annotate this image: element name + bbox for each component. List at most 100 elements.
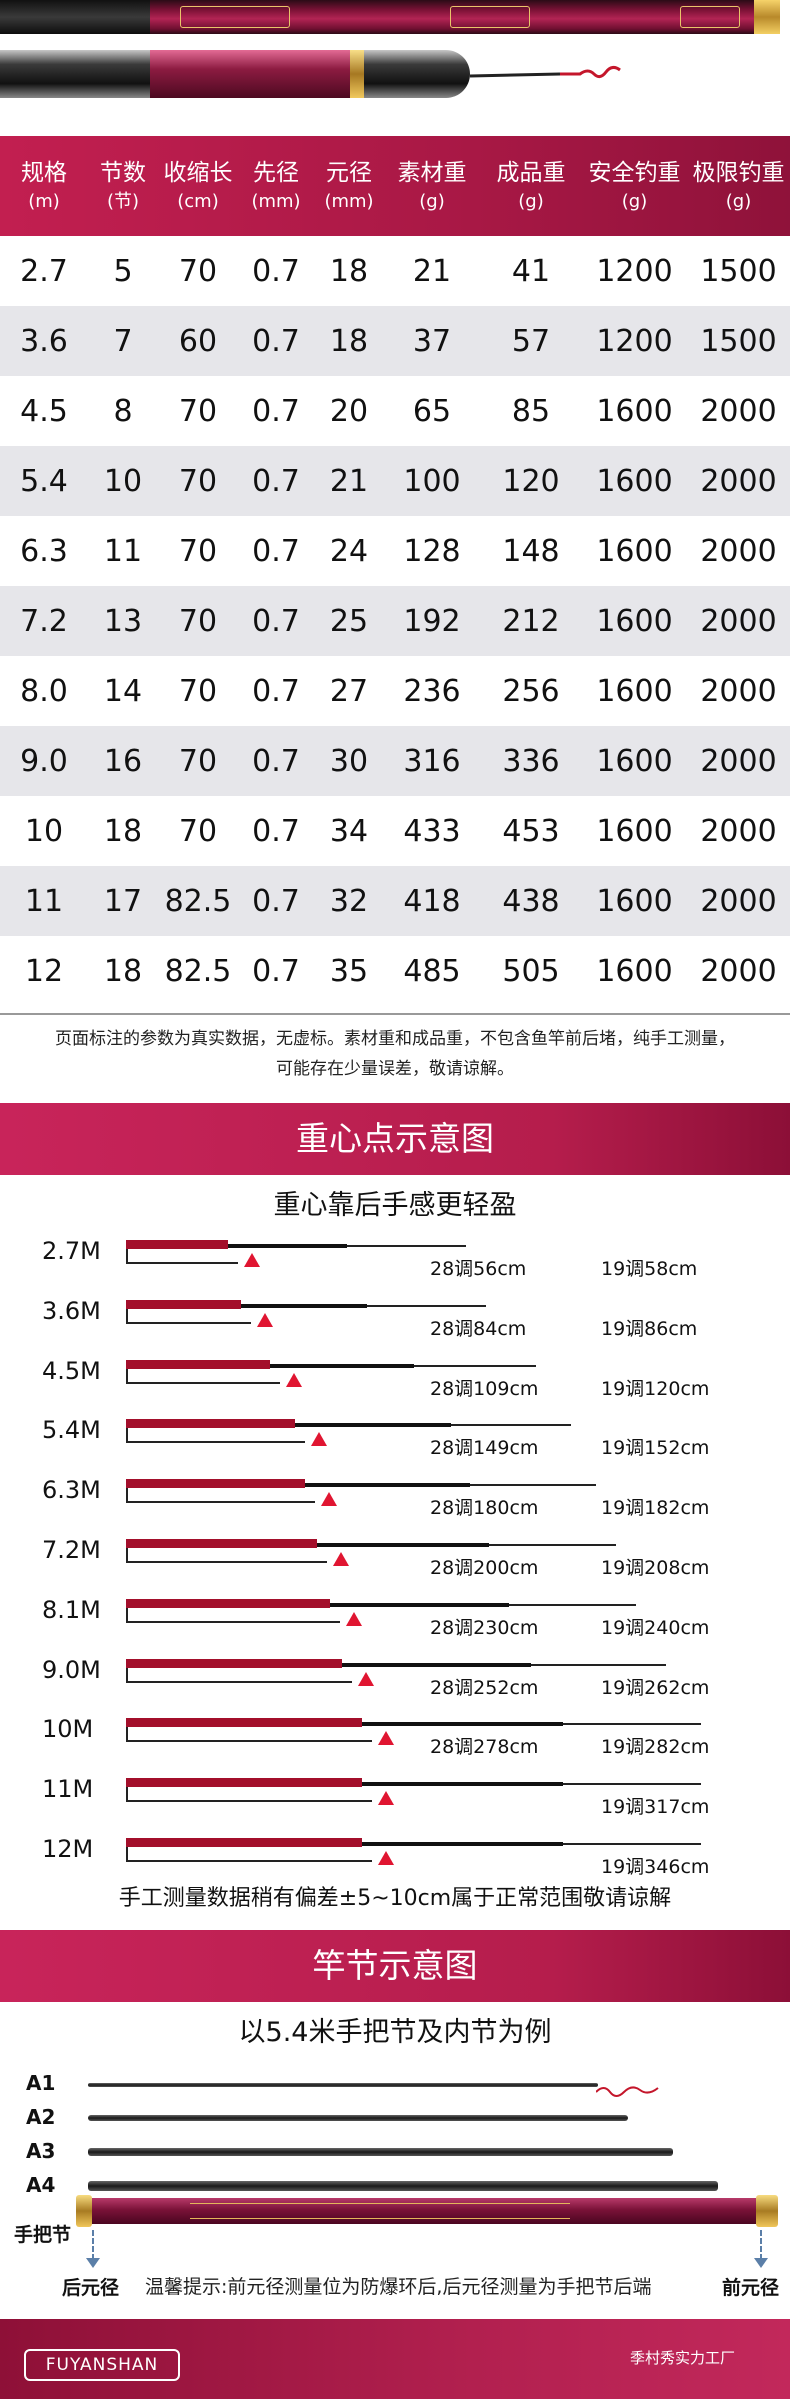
table-cell: 2000	[700, 673, 777, 709]
balance-point-marker	[286, 1373, 302, 1387]
table-row: 4.5 8 70 0.7 20 65 85 1600 2000	[0, 376, 790, 446]
table-cell: 13	[103, 603, 143, 639]
tip-text: 温馨提示:前元径测量位为防爆环后,后元径测量为手把节后端	[145, 2276, 652, 2298]
baseline-tick	[126, 1249, 128, 1264]
baseline-tick	[126, 1608, 128, 1623]
rod-tip-bar	[414, 1365, 536, 1367]
rod-mid-bar	[305, 1483, 470, 1487]
baseline	[126, 1740, 372, 1742]
baseline	[126, 1441, 305, 1443]
table-cell: 18	[103, 953, 143, 989]
section-row-a1: A1	[0, 2071, 790, 2097]
balance-28-value: 28调56cm	[430, 1258, 527, 1280]
table-cell: 27	[329, 673, 369, 709]
section-label: A4	[26, 2173, 56, 2197]
balance-row: 9.0M 28调252cm 19调262cm	[0, 1656, 790, 1706]
table-row: 9.0 16 70 0.7 30 316 336 1600 2000	[0, 726, 790, 796]
table-cell: 21	[329, 463, 369, 499]
baseline-tick	[126, 1727, 128, 1742]
rod-mid-bar	[362, 1782, 563, 1786]
table-cell: 18	[329, 253, 369, 289]
table-cell: 236	[403, 673, 461, 709]
table-row: 12 18 82.5 0.7 35 485 505 1600 2000	[0, 936, 790, 1006]
rod-tip-bar	[451, 1424, 571, 1426]
handle-ornament	[190, 2203, 570, 2219]
header-cell: 节数 (节)	[100, 160, 146, 212]
rod-butt-bar	[126, 1240, 228, 1249]
table-row: 6.3 11 70 0.7 24 128 148 1600 2000	[0, 516, 790, 586]
table-cell: 34	[329, 813, 369, 849]
rod-tip-line	[596, 2086, 659, 2097]
brand-logo: FUYANSHAN	[24, 2349, 180, 2381]
table-row: 2.7 5 70 0.7 18 21 41 1200 1500	[0, 236, 790, 306]
balance-point-marker	[378, 1851, 394, 1865]
balance-row: 5.4M 28调149cm 19调152cm	[0, 1416, 790, 1466]
baseline	[126, 1681, 352, 1683]
spec-note-line: 页面标注的参数为真实数据，无虚标。素材重和成品重，不包含鱼竿前后堵，纯手工测量，	[55, 1029, 735, 1049]
spec-table-header: 规格 (m) 节数 (节) 收缩长 (cm) 先径 (mm) 元径 (mm) 素材重 (g)…	[0, 136, 790, 236]
balance-19-value: 19调282cm	[601, 1736, 710, 1758]
rod-grip	[0, 0, 150, 34]
balance-point-marker	[311, 1432, 327, 1446]
table-cell: 18	[329, 323, 369, 359]
table-cell: 70	[178, 743, 218, 779]
table-cell: 256	[502, 673, 560, 709]
baseline-tick	[126, 1847, 128, 1862]
balance-19-value: 19调86cm	[601, 1318, 698, 1340]
balance-row: 11M 19调317cm	[0, 1775, 790, 1825]
table-cell: 3.6	[20, 323, 68, 359]
rod-mid-bar	[342, 1663, 531, 1667]
balance-length-label: 8.1M	[42, 1596, 101, 1624]
header-cell: 先径 (mm)	[251, 160, 301, 212]
rod-butt-bar	[126, 1539, 317, 1548]
rod-tip-bar	[347, 1245, 466, 1247]
table-cell: 0.7	[252, 463, 300, 499]
balance-point-marker	[378, 1791, 394, 1805]
table-cell: 7	[113, 323, 133, 359]
header-cell: 素材重 (g)	[397, 160, 467, 212]
balance-point-marker	[321, 1492, 337, 1506]
table-cell: 120	[502, 463, 560, 499]
baseline-tick	[126, 1548, 128, 1563]
rod-ornament	[680, 6, 740, 28]
table-row: 3.6 7 60 0.7 18 37 57 1200 1500	[0, 306, 790, 376]
balance-point-marker	[378, 1731, 394, 1745]
section-shaft	[88, 2181, 718, 2191]
header-cell: 规格 (m)	[21, 160, 67, 212]
table-cell: 85	[511, 393, 551, 429]
spec-note: 页面标注的参数为真实数据，无虚标。素材重和成品重，不包含鱼竿前后堵，纯手工测量，…	[0, 1024, 790, 1084]
balance-28-value: 28调84cm	[430, 1318, 527, 1340]
section-shaft	[88, 2083, 598, 2087]
table-cell: 0.7	[252, 323, 300, 359]
front-diameter-label: 前元径	[722, 2277, 780, 2299]
balance-row: 6.3M 28调180cm 19调182cm	[0, 1476, 790, 1526]
table-cell: 1600	[596, 813, 673, 849]
table-row: 5.4 10 70 0.7 21 100 120 1600 2000	[0, 446, 790, 516]
table-cell: 2000	[700, 743, 777, 779]
table-cell: 212	[502, 603, 560, 639]
rear-diameter-label: 后元径	[62, 2277, 120, 2299]
baseline	[126, 1382, 280, 1384]
table-cell: 2000	[700, 393, 777, 429]
table-row: 10 18 70 0.7 34 433 453 1600 2000	[0, 796, 790, 866]
header-cell: 成品重 (g)	[496, 160, 566, 212]
table-cell: 2000	[700, 953, 777, 989]
sections-section-banner: 竿节示意图	[0, 1930, 790, 2002]
rod-mid-bar	[228, 1244, 347, 1248]
table-cell: 57	[511, 323, 551, 359]
balance-length-label: 12M	[42, 1835, 94, 1863]
balance-28-value: 28调278cm	[430, 1736, 539, 1758]
rod-gold-band	[350, 50, 364, 98]
table-cell: 2000	[700, 883, 777, 919]
section-row-a2: A2	[0, 2105, 790, 2131]
table-cell: 1600	[596, 603, 673, 639]
baseline	[126, 1262, 238, 1264]
baseline-tick	[126, 1668, 128, 1683]
arrow-down-icon	[754, 2258, 768, 2268]
table-cell: 14	[103, 673, 143, 709]
balance-row: 2.7M 28调56cm 19调58cm	[0, 1237, 790, 1287]
table-cell: 70	[178, 253, 218, 289]
baseline	[126, 1860, 372, 1862]
footer: FUYANSHAN 季村秀实力工厂	[0, 2319, 790, 2399]
table-cell: 1600	[596, 463, 673, 499]
